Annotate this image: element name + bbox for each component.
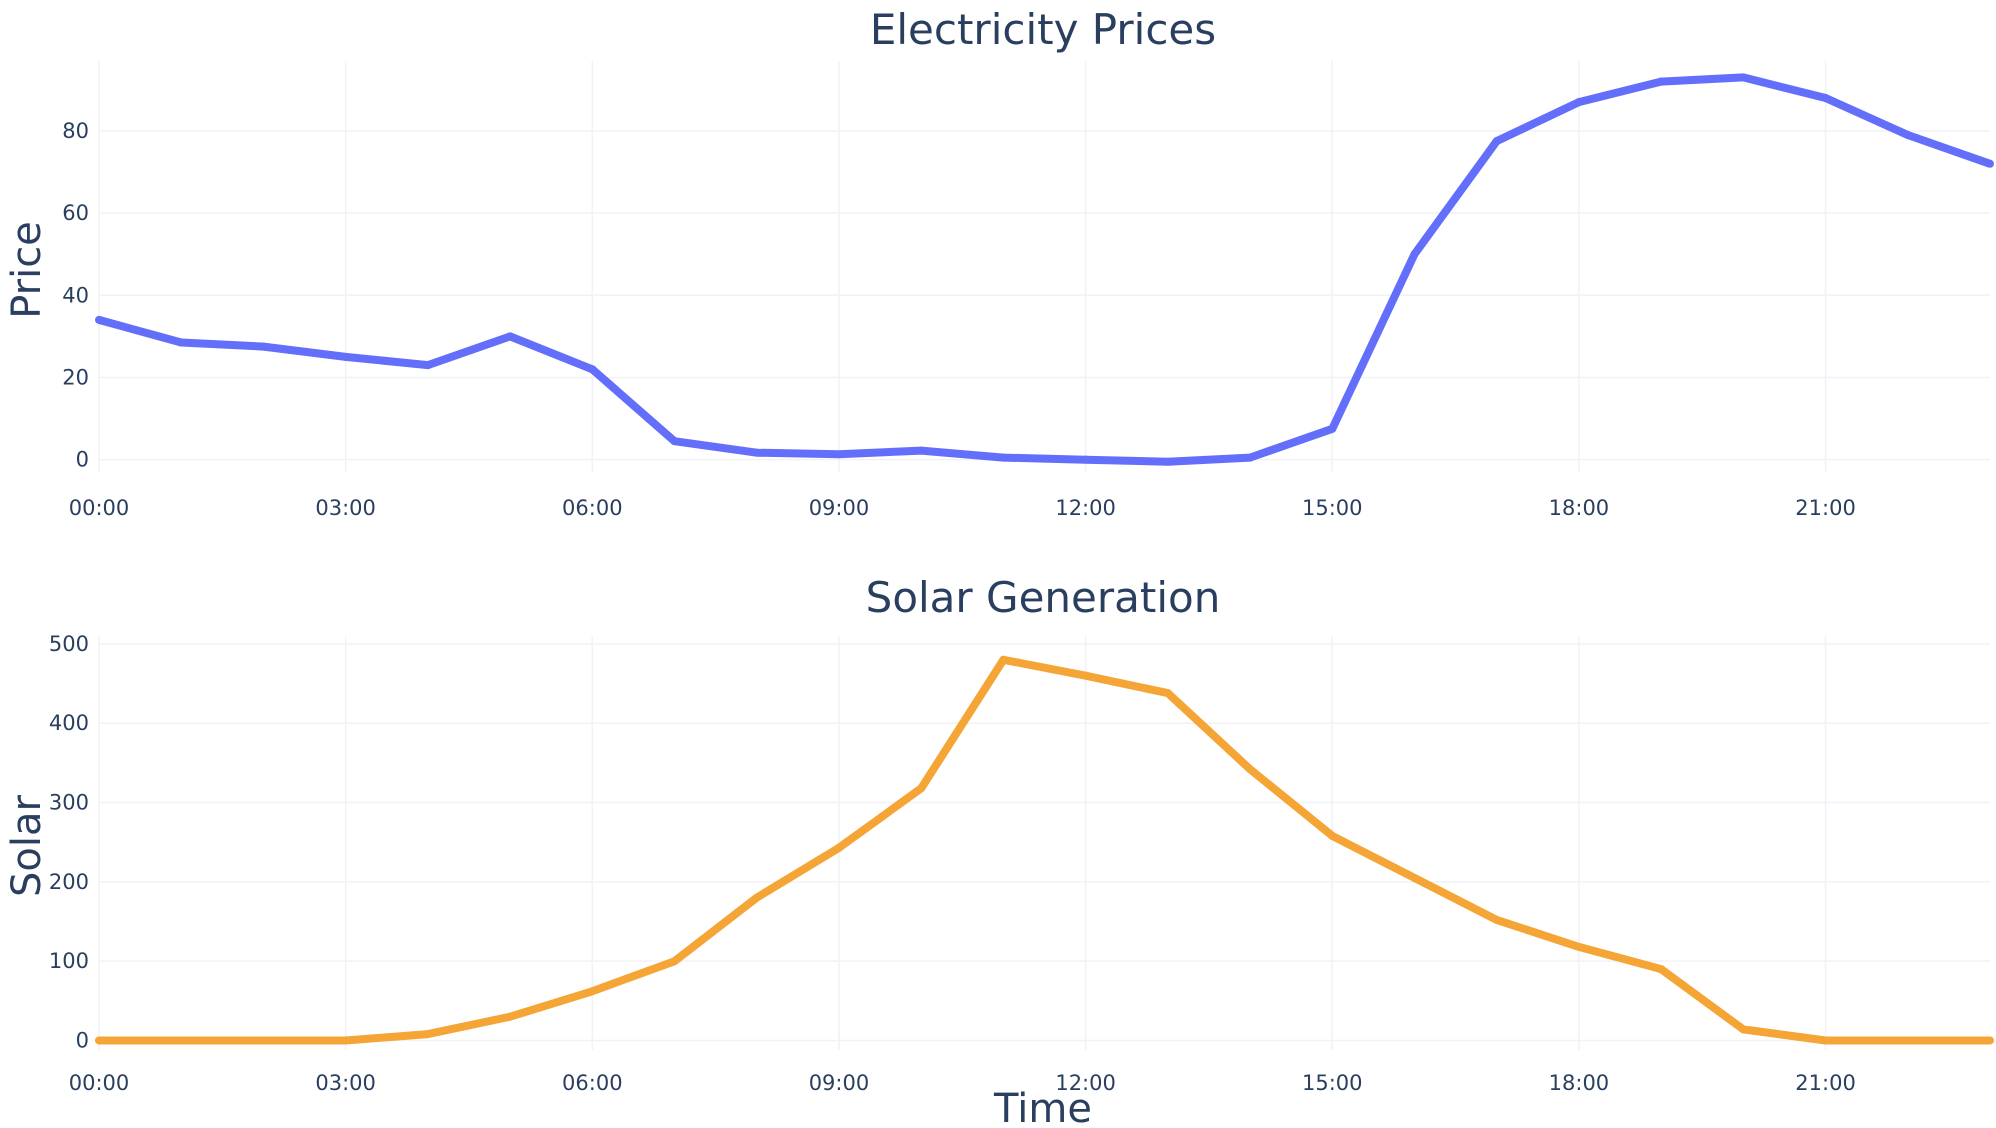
solar-x-tick-label: 00:00 xyxy=(69,1071,130,1095)
price-chart: Electricity Prices Price 0 20 40 60 80 00:00 0… xyxy=(4,5,1994,520)
solar-data-point xyxy=(1163,689,1172,698)
price-data-point xyxy=(1163,457,1172,466)
price-x-tick-label: 12:00 xyxy=(1055,496,1116,520)
solar-x-tick-label: 06:00 xyxy=(562,1071,623,1095)
price-data-point xyxy=(1903,130,1912,139)
price-data-point xyxy=(259,342,268,351)
solar-data-point xyxy=(1739,1025,1748,1034)
solar-x-tick-label: 12:00 xyxy=(1055,1071,1116,1095)
solar-x-tick-label: 03:00 xyxy=(315,1071,376,1095)
price-data-point xyxy=(1081,455,1090,464)
solar-data-point xyxy=(1821,1036,1830,1045)
solar-y-axis-label: Solar xyxy=(4,794,50,896)
price-data-point xyxy=(670,437,679,446)
solar-y-tick-label: 300 xyxy=(49,791,89,815)
solar-data-point xyxy=(1986,1036,1994,1045)
price-data-point xyxy=(177,338,186,347)
solar-data-point xyxy=(1903,1036,1912,1045)
solar-y-tick-label: 0 xyxy=(76,1028,89,1052)
price-x-tick-label: 18:00 xyxy=(1549,496,1610,520)
solar-data-point xyxy=(1410,873,1419,882)
solar-x-tick-label: 15:00 xyxy=(1302,1071,1363,1095)
price-data-point xyxy=(1986,159,1994,168)
price-data-point xyxy=(1574,98,1583,107)
price-y-tick-label: 60 xyxy=(62,201,89,225)
price-x-tick-label: 00:00 xyxy=(69,496,130,520)
price-data-point xyxy=(1328,424,1337,433)
price-series-line xyxy=(97,73,1992,466)
solar-data-point xyxy=(259,1036,268,1045)
price-data-point xyxy=(917,446,926,455)
solar-y-tick-label: 100 xyxy=(49,949,89,973)
solar-data-point xyxy=(917,784,926,793)
solar-x-tick-label: 21:00 xyxy=(1795,1071,1856,1095)
price-data-point xyxy=(1739,73,1748,82)
price-data-point xyxy=(423,361,432,370)
solar-data-point xyxy=(1657,965,1666,974)
solar-data-point xyxy=(95,1036,103,1045)
solar-x-tick-label: 09:00 xyxy=(809,1071,870,1095)
solar-data-point xyxy=(423,1030,432,1039)
solar-data-point xyxy=(177,1036,186,1045)
solar-data-point xyxy=(1328,831,1337,840)
price-data-point xyxy=(834,450,843,459)
solar-data-point xyxy=(588,987,597,996)
solar-y-tick-label: 500 xyxy=(49,632,89,656)
solar-data-point xyxy=(341,1036,350,1045)
solar-data-point xyxy=(834,843,843,852)
price-chart-title: Electricity Prices xyxy=(870,5,1216,54)
solar-x-axis-label: Time xyxy=(993,1086,1092,1128)
price-y-tick-label: 20 xyxy=(62,365,89,389)
price-x-tick-label: 15:00 xyxy=(1302,496,1363,520)
price-data-point xyxy=(1821,93,1830,102)
price-x-tick-label: 21:00 xyxy=(1795,496,1856,520)
price-data-point xyxy=(1657,77,1666,86)
price-y-tick-label: 0 xyxy=(76,448,89,472)
price-data-point xyxy=(588,365,597,374)
solar-data-point xyxy=(1081,671,1090,680)
solar-data-point xyxy=(506,1012,515,1021)
price-y-tick-label: 80 xyxy=(62,119,89,143)
price-data-point xyxy=(341,352,350,361)
solar-chart: Solar Generation Solar Time 0 100 200 300 40… xyxy=(4,573,1994,1128)
solar-data-point xyxy=(1492,915,1501,924)
solar-data-point xyxy=(670,957,679,966)
solar-y-tick-label: 400 xyxy=(49,711,89,735)
price-data-point xyxy=(95,315,103,324)
solar-data-point xyxy=(752,893,761,902)
price-y-tick-label: 40 xyxy=(62,283,89,307)
price-data-point xyxy=(506,332,515,341)
price-data-point xyxy=(1410,250,1419,259)
solar-data-point xyxy=(999,655,1008,664)
solar-y-tick-label: 200 xyxy=(49,870,89,894)
price-x-tick-label: 06:00 xyxy=(562,496,623,520)
solar-x-tick-label: 18:00 xyxy=(1549,1071,1610,1095)
price-x-tick-label: 09:00 xyxy=(809,496,870,520)
solar-series-line xyxy=(99,655,1990,1045)
price-y-axis-label: Price xyxy=(4,221,50,319)
price-x-tick-label: 03:00 xyxy=(315,496,376,520)
solar-data-point xyxy=(1246,765,1255,774)
solar-data-point xyxy=(1574,942,1583,951)
price-data-point xyxy=(1492,137,1501,146)
price-data-point xyxy=(1246,453,1255,462)
price-data-point xyxy=(999,453,1008,462)
price-data-point xyxy=(752,448,761,457)
solar-chart-title: Solar Generation xyxy=(866,573,1221,622)
